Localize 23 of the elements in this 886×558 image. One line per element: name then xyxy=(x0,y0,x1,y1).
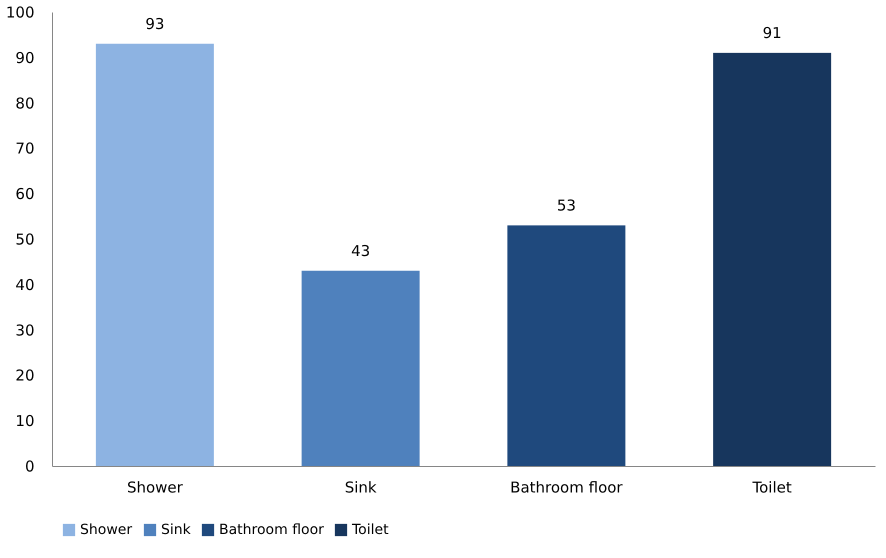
y-tick-label: 100 xyxy=(6,4,34,22)
y-tick-label: 30 xyxy=(15,321,34,340)
x-tick-label: Sink xyxy=(344,478,377,496)
legend-label: Toilet xyxy=(351,522,390,538)
y-tick-label: 50 xyxy=(15,230,34,248)
y-tick-label: 90 xyxy=(15,48,34,67)
legend-label: Sink xyxy=(161,522,192,538)
y-tick-label: 70 xyxy=(15,140,34,158)
y-tick-label: 60 xyxy=(15,185,34,204)
y-tick-label: 40 xyxy=(15,276,34,294)
data-label: 53 xyxy=(556,196,576,214)
legend-label: Bathroom floor xyxy=(219,522,324,538)
x-tick-label: Toilet xyxy=(752,478,792,496)
data-label: 43 xyxy=(351,242,370,260)
y-tick-label: 80 xyxy=(15,94,34,112)
y-tick-label: 0 xyxy=(24,458,34,476)
x-tick-label: Bathroom floor xyxy=(510,478,624,496)
data-label: 93 xyxy=(145,14,164,33)
y-tick-label: 10 xyxy=(15,412,34,430)
data-label: 91 xyxy=(762,24,782,42)
y-tick-label: 20 xyxy=(15,366,34,385)
legend-label: Shower xyxy=(80,522,132,538)
x-tick-label: Shower xyxy=(126,478,184,496)
